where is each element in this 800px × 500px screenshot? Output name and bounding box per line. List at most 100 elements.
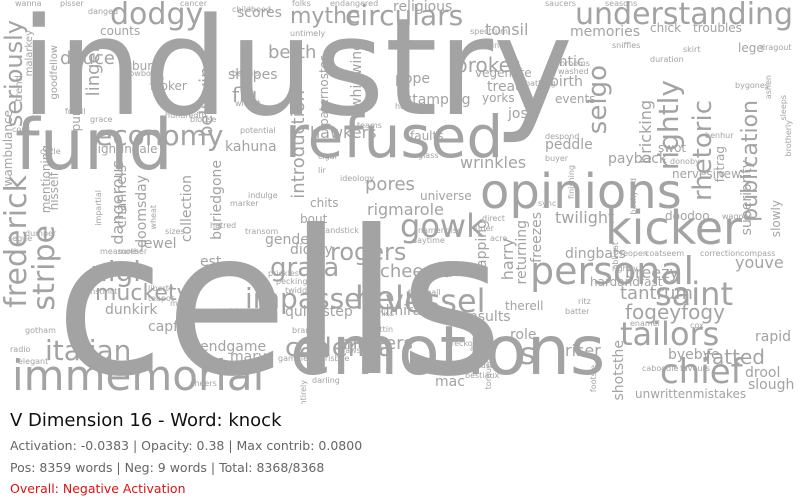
cloud-word: jewel <box>140 236 177 252</box>
cloud-word: universe <box>420 189 472 203</box>
cloud-word: refused <box>285 103 504 171</box>
cloud-word: gamble <box>278 354 308 363</box>
cloud-word: chief <box>660 352 743 392</box>
cloud-word: capful <box>148 319 191 335</box>
cloud-word: breezy <box>625 263 679 282</box>
cloud-word: opinions <box>480 164 682 220</box>
cloud-word: twilight <box>555 208 615 227</box>
cloud-word: favours <box>680 364 710 373</box>
cloud-word: rogers <box>330 238 407 266</box>
cloud-word: returning <box>514 220 530 285</box>
cloud-word: wrinkles <box>460 153 527 172</box>
cloud-word: gotham <box>25 326 56 335</box>
cloud-word: cops <box>12 125 31 134</box>
cloud-word: danged <box>88 7 119 16</box>
cloud-word: dingbats <box>565 246 626 262</box>
cloud-word: bygones <box>735 81 769 90</box>
cloud-word: dragout <box>760 43 792 52</box>
cloud-word: torqued <box>484 358 493 390</box>
cloud-word: pisser <box>60 0 84 8</box>
cloud-word: s <box>520 337 536 372</box>
cloud-word: sleeps <box>779 95 788 121</box>
cloud-word: bestiaux <box>465 371 500 380</box>
cloud-word: scores <box>237 5 282 21</box>
cloud-word: cowboy <box>125 69 156 78</box>
cloud-word: believing <box>196 55 217 138</box>
cloud-word: wambulance <box>1 110 15 187</box>
cloud-word: bathing <box>525 79 556 88</box>
cloud-word: childhood <box>232 5 271 14</box>
cloud-word: despond <box>545 132 580 141</box>
cloud-word: cycle <box>40 147 61 156</box>
cloud-word: blouse <box>190 115 217 124</box>
cloud-word: cigar <box>318 152 338 161</box>
cloud-word: transom <box>245 227 279 236</box>
cloud-word: cadenza <box>285 333 394 363</box>
cloud-word: seasons <box>605 0 638 8</box>
cloud-word: indulge <box>248 191 278 200</box>
cloud-word: mary <box>230 349 267 365</box>
cloud-word: ideology <box>340 174 375 183</box>
cloud-word: backyard <box>629 178 638 215</box>
cloud-word: pecking <box>276 277 308 286</box>
cloud-word: enamel <box>630 319 660 328</box>
cloud-word: hundredth <box>165 111 207 120</box>
cloud-word: potential <box>240 126 276 135</box>
cloud-word: finishing <box>567 165 576 199</box>
cloud-word: radio <box>10 345 31 354</box>
cloud-word: paternoster <box>317 56 331 127</box>
cloud-word: slough <box>748 377 795 393</box>
cloud-word: frisbee <box>322 354 350 363</box>
cloud-word: namenoise <box>418 226 462 235</box>
cloud-word: tailors <box>620 315 720 353</box>
cloud-word: doodoo <box>665 209 710 223</box>
cloud-word: brooms <box>560 59 590 68</box>
cloud-word: trend <box>14 75 25 102</box>
cloud-word: quickstep <box>285 304 353 320</box>
cloud-word: grace <box>90 115 113 124</box>
cloud-word: batter <box>565 307 590 316</box>
cloud-word: rightly <box>612 264 638 273</box>
cloud-word: lege <box>738 41 764 55</box>
cloud-word: wagons <box>722 212 753 221</box>
cloud-word: religious <box>393 0 453 15</box>
cloud-word: mother <box>118 247 148 256</box>
cloud-word: malarkey <box>24 30 35 77</box>
cloud-word: hurler <box>470 224 494 233</box>
cloud-word: jib <box>150 71 165 85</box>
cloud-word: ashen <box>764 75 773 100</box>
cloud-word: tantrum <box>620 283 693 304</box>
cloud-word: industry <box>20 0 573 146</box>
cloud-word: aspen <box>470 344 495 353</box>
cloud-word: benhur <box>705 131 734 140</box>
cloud-word: fatted <box>705 345 765 369</box>
cloud-word: duration <box>650 55 684 64</box>
cloud-word: lir <box>318 166 326 175</box>
cloud-word: laying <box>480 41 505 50</box>
cloud-word: correction <box>700 249 741 258</box>
cloud-word: coatseem <box>645 249 685 258</box>
cloud-word: horribles <box>395 102 431 111</box>
cloud-word: marker <box>230 199 259 208</box>
cloud-word: deuce <box>60 48 115 69</box>
cloud-word: cells <box>55 188 504 405</box>
cloud-word: entirely <box>299 380 308 404</box>
cloud-word: buyer <box>545 154 569 163</box>
cloud-word: personal <box>530 249 695 293</box>
cloud-word: grata <box>270 253 340 283</box>
cloud-word: troubles <box>693 21 742 35</box>
cloud-word: compass <box>740 249 776 258</box>
cloud-word: caboodle <box>642 364 679 373</box>
cloud-word: helm <box>355 279 436 317</box>
cloud-word: sawdust <box>460 361 494 370</box>
cloud-word: daytime <box>412 236 445 245</box>
cloud-word: hawkers <box>310 123 377 142</box>
cloud-word: youve <box>735 253 784 272</box>
cloud-word: sizes <box>165 227 185 236</box>
cloud-word: endgame <box>200 339 267 355</box>
cloud-word: footsie <box>589 365 598 393</box>
cloud-word: nightingale <box>90 142 158 156</box>
cloud-word: diddly <box>290 242 333 258</box>
cloud-word: superiority <box>739 160 755 236</box>
cloud-word: role <box>510 327 537 343</box>
